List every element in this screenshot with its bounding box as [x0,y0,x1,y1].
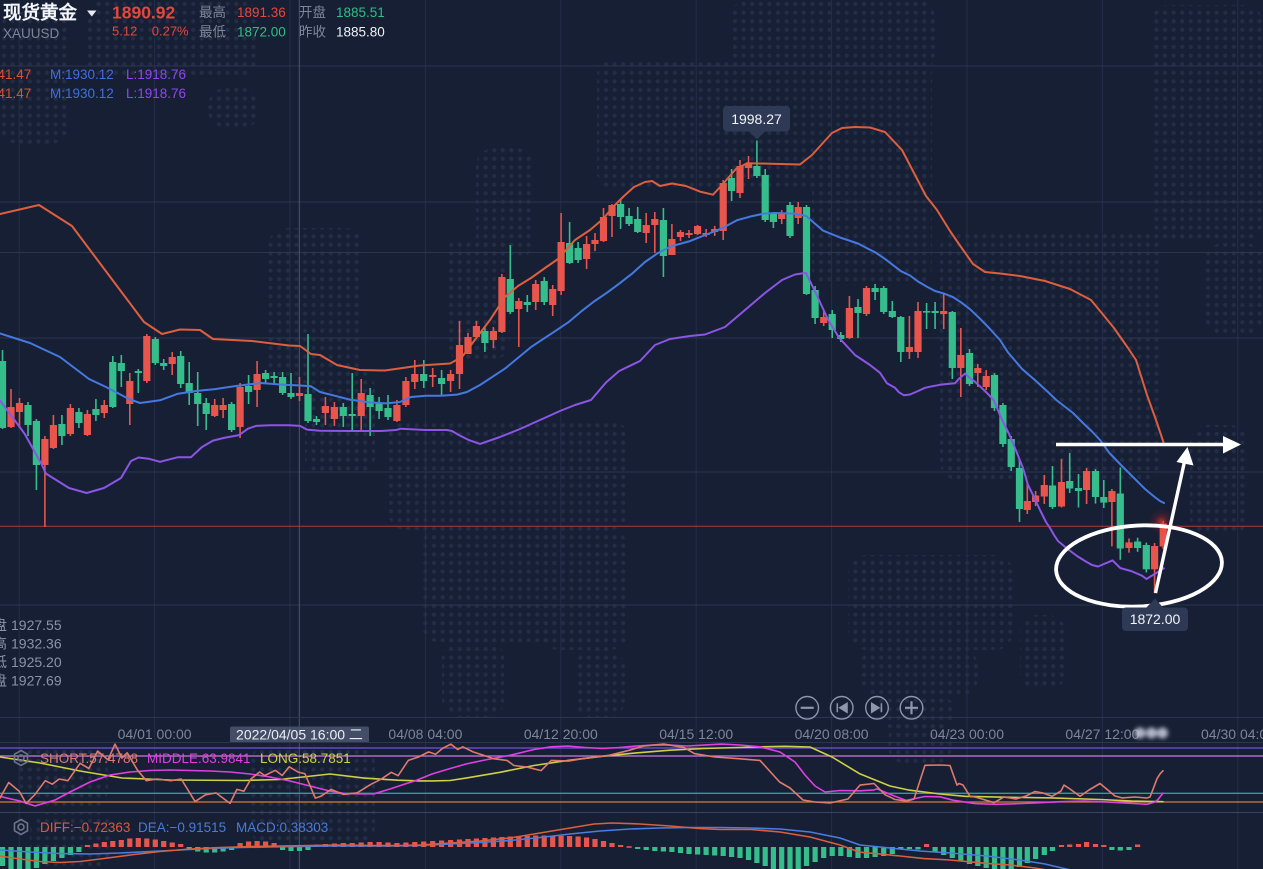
svg-text:1927.69: 1927.69 [11,673,62,689]
svg-text:最高: 最高 [199,4,226,20]
svg-text:5.12 0.27%: 5.12 0.27% [112,24,189,39]
svg-text:盘: 盘 [0,673,7,689]
svg-text:1885.80: 1885.80 [336,25,385,40]
svg-text:L:1918.76: L:1918.76 [126,86,186,101]
svg-text:04/30 04:00: 04/30 04:00 [1201,726,1263,742]
svg-text:1891.36: 1891.36 [237,5,286,20]
svg-text:1925.20: 1925.20 [11,654,62,670]
svg-text:941.47: 941.47 [0,67,31,82]
svg-text:XAUUSD: XAUUSD [3,26,60,41]
svg-text:04/27 12:00: 04/27 12:00 [1065,726,1139,742]
svg-text:MIDDLE:63.9841: MIDDLE:63.9841 [147,751,251,766]
svg-text:1932.36: 1932.36 [11,636,62,652]
svg-text:04/20 08:00: 04/20 08:00 [795,726,869,742]
svg-text:04/15 12:00: 04/15 12:00 [659,726,733,742]
svg-text:1890.92: 1890.92 [112,3,176,23]
svg-text:04/08 04:00: 04/08 04:00 [388,726,462,742]
svg-text:最低: 最低 [199,25,226,40]
svg-text:1927.55: 1927.55 [11,617,62,633]
svg-text:开盘: 开盘 [299,4,326,20]
svg-text:LONG:58.7851: LONG:58.7851 [260,751,351,766]
svg-text:SHORT:57.4788: SHORT:57.4788 [40,751,138,766]
svg-text:L:1918.76: L:1918.76 [126,67,186,82]
svg-text:现货黄金: 现货黄金 [3,2,78,23]
svg-text:1885.51: 1885.51 [336,5,385,20]
svg-text:1872.00: 1872.00 [237,25,286,40]
svg-text:DEA:−0.91515: DEA:−0.91515 [138,820,226,835]
svg-text:M:1930.12: M:1930.12 [50,67,114,82]
svg-text:MACD:0.38303: MACD:0.38303 [236,820,328,835]
svg-text:941.47: 941.47 [0,86,31,101]
svg-text:盘: 盘 [0,617,7,633]
svg-text:M:1930.12: M:1930.12 [50,86,114,101]
svg-text:DIFF:−0.72363: DIFF:−0.72363 [40,820,130,835]
svg-text:04/12 20:00: 04/12 20:00 [524,726,598,742]
svg-text:1998.27: 1998.27 [731,111,782,127]
svg-text:昨收: 昨收 [299,25,326,40]
svg-text:2022/04/05 16:00 二: 2022/04/05 16:00 二 [236,727,363,743]
svg-text:1872.00: 1872.00 [1130,611,1181,627]
svg-text:高: 高 [0,636,7,652]
svg-text:04/01 00:00: 04/01 00:00 [118,726,192,742]
svg-text:低: 低 [0,654,7,670]
svg-text:04/23 00:00: 04/23 00:00 [930,726,1004,742]
